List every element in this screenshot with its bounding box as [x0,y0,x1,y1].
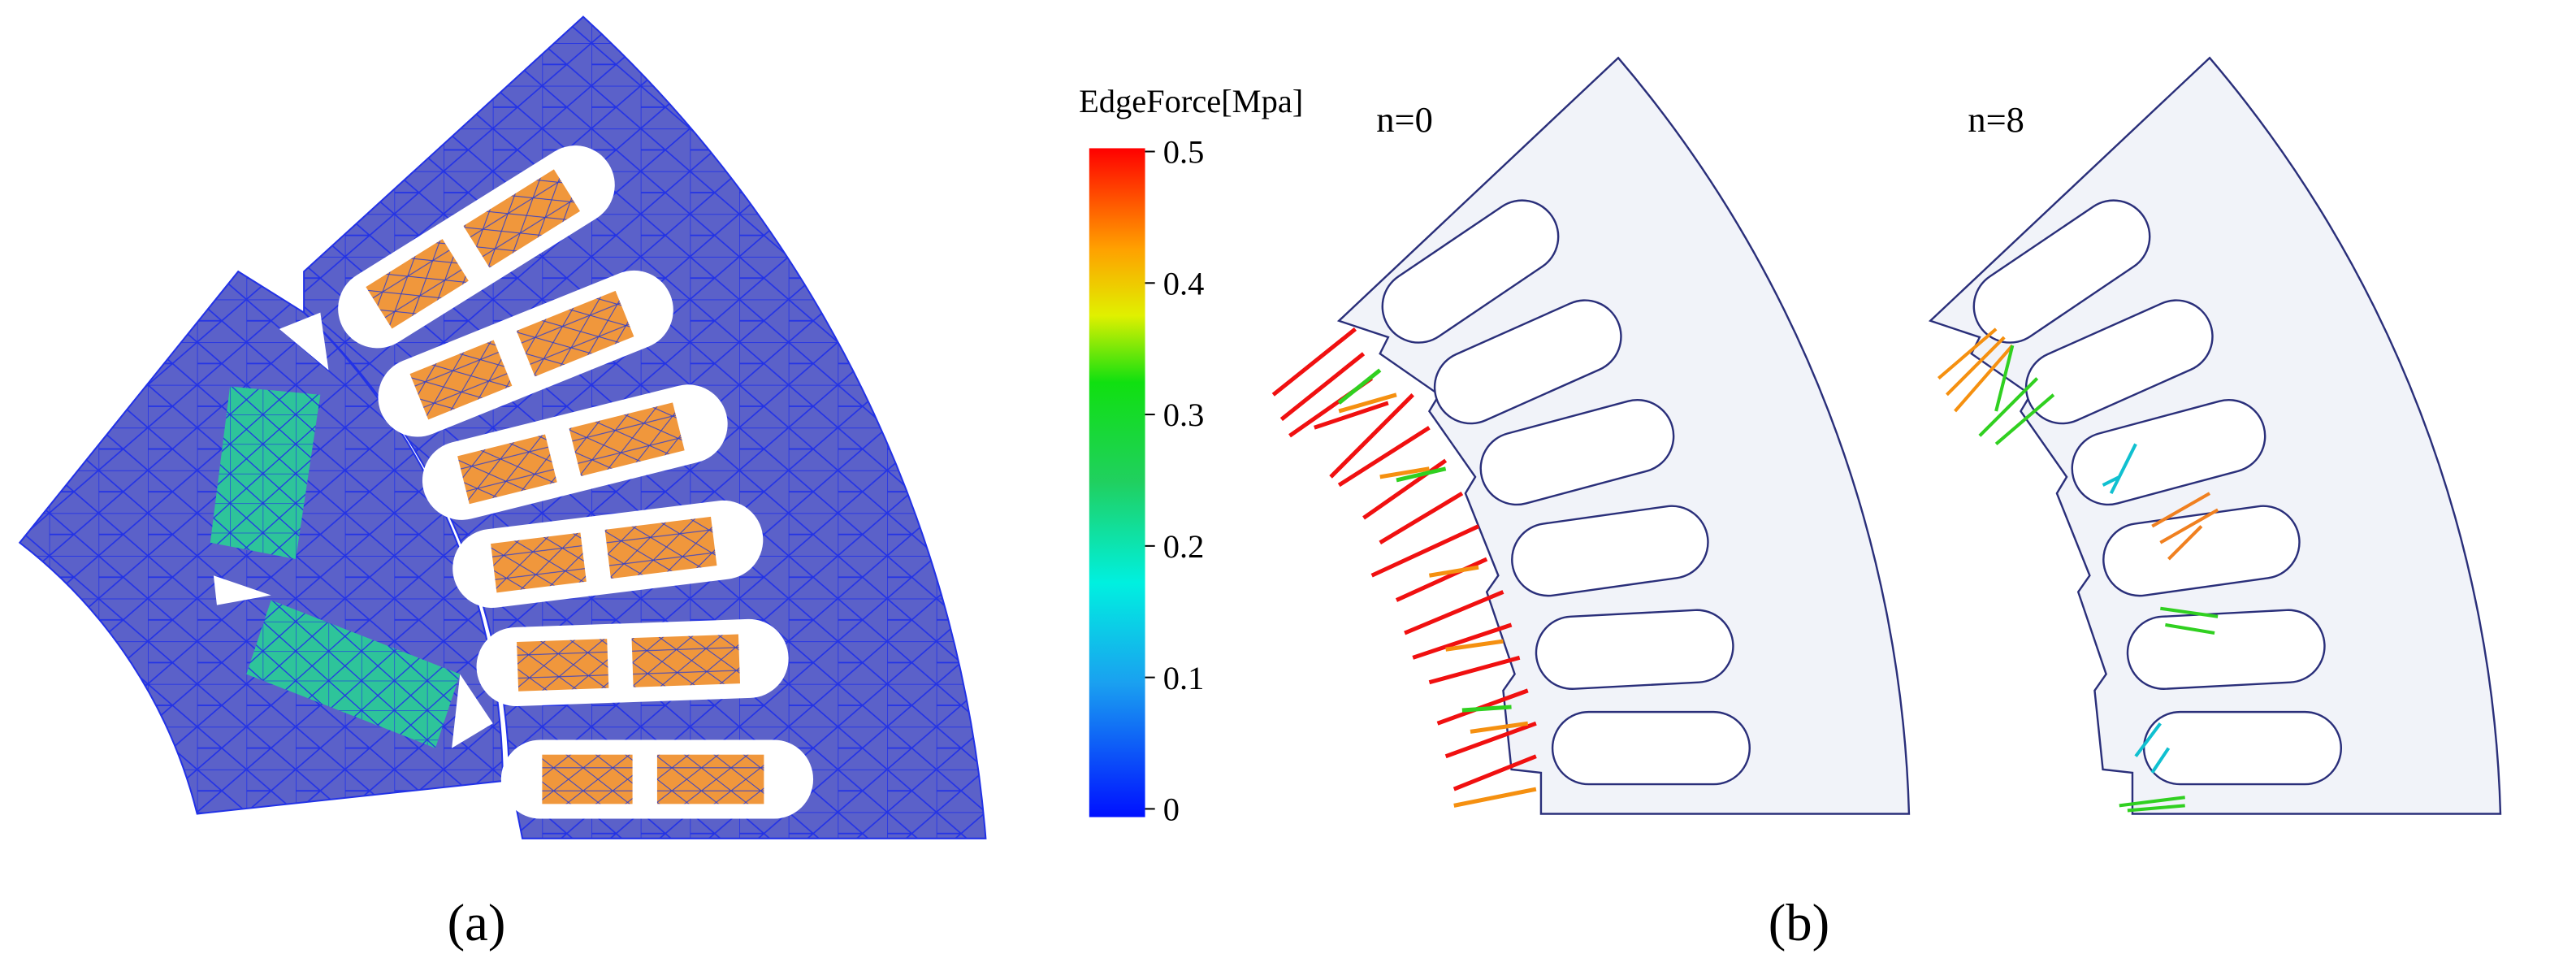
caption: (a) [448,893,506,952]
colorbar-tick-label: 0.4 [1163,265,1205,301]
colorbar-tick-label: 0.5 [1163,134,1205,171]
colorbar-title: EdgeForce[Mpa] [1079,83,1303,119]
force-arrows-n8 [1937,327,2219,813]
colorbar-tick-label: 0.2 [1163,528,1205,565]
colorbar-scale [1089,148,1145,817]
panel-label: n=0 [1376,99,1433,140]
force-arrows-n0 [1271,327,1537,808]
caption: (b) [1769,893,1829,952]
colorbar-tick-label: 0 [1163,791,1180,828]
colorbar-tick-label: 0.1 [1163,660,1205,696]
panel-a [18,15,987,839]
stator-outline [1336,56,1911,815]
panel-label: n=8 [1968,99,2024,140]
colorbar-tick-label: 0.3 [1163,397,1205,433]
colorbar: EdgeForce[Mpa] [1079,83,1303,817]
